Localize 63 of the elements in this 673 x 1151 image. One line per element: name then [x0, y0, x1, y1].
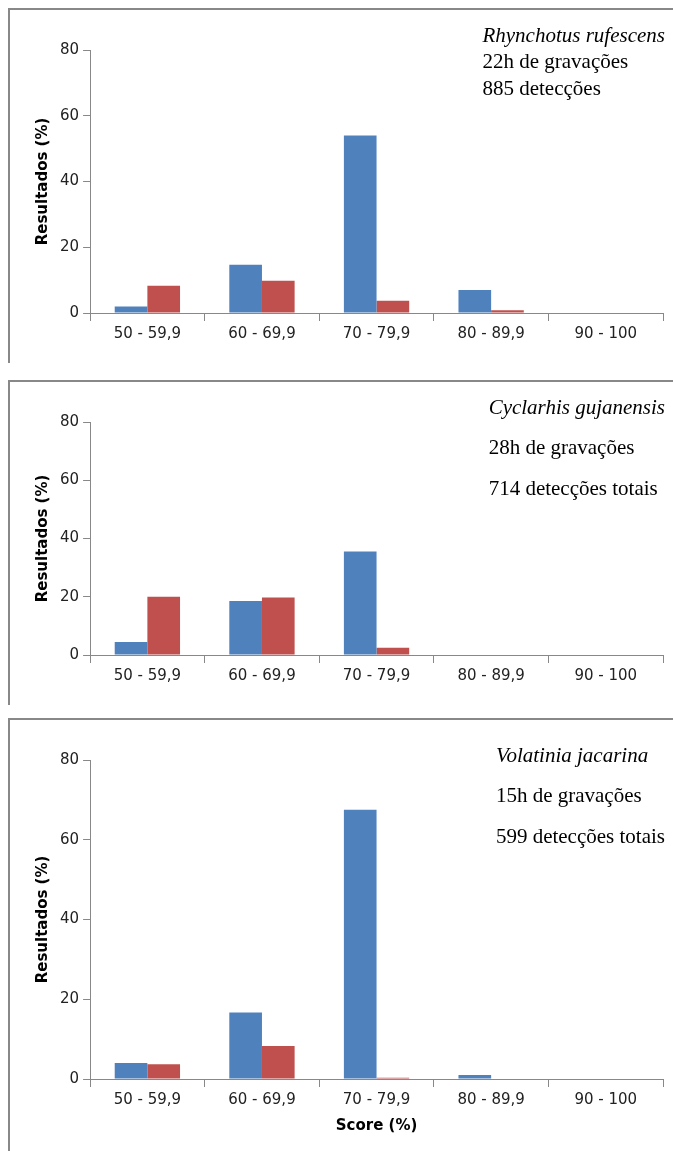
x-tick-label: 70 - 79,9 [342, 1089, 411, 1108]
y-tick-label: 40 [59, 528, 80, 547]
annotation: 885 detecções [482, 74, 602, 101]
bar [229, 601, 262, 655]
bar [114, 306, 148, 313]
x-tick-label: 50 - 59,9 [113, 1089, 182, 1108]
bar [376, 647, 410, 655]
text: Cyclarhis gujanensis [488, 394, 665, 421]
x-tick-label: 90 - 100 [574, 323, 638, 342]
x-tick-label: 70 - 79,9 [342, 323, 411, 342]
bar [114, 641, 148, 655]
annotation: 15h de gravações [495, 782, 643, 809]
x-tick-label: 80 - 89,9 [457, 323, 525, 342]
bar [458, 289, 492, 313]
annotation: 714 detecções totais [488, 474, 659, 501]
y-tick-label: 20 [59, 237, 80, 256]
x-tick-label: 50 - 59,9 [113, 323, 182, 342]
bar [229, 1012, 262, 1079]
x-tick-label: 90 - 100 [574, 1089, 638, 1108]
bar [343, 809, 377, 1079]
bar [343, 551, 377, 655]
x-tick-label: 80 - 89,9 [457, 665, 525, 684]
bar [147, 1064, 181, 1079]
x-tick-label: 60 - 69,9 [228, 665, 296, 684]
annotation: 28h de gravações [488, 434, 636, 461]
y-axis-title: Resultados (%) [32, 117, 51, 246]
annotation: 599 detecções totais [495, 822, 665, 849]
bar [343, 135, 377, 313]
bar [147, 596, 181, 655]
x-tick-label: 60 - 69,9 [228, 323, 296, 342]
x-tick-label: 60 - 69,9 [228, 1089, 296, 1108]
y-tick-label: 0 [69, 1068, 80, 1087]
y-tick-label: 60 [59, 829, 80, 848]
y-tick-label: 80 [59, 749, 80, 768]
bar [261, 597, 295, 655]
bar [229, 264, 262, 313]
x-axis-title: Score (%) [335, 1115, 418, 1134]
x-tick-label: 80 - 89,9 [457, 1089, 525, 1108]
y-tick-label: 0 [69, 302, 80, 321]
text: Rhynchotus rufescens [482, 22, 665, 49]
annotation: Volatinia jacarina [495, 742, 650, 769]
y-axis-title: Resultados (%) [32, 855, 51, 984]
bar [458, 1075, 492, 1079]
bar [261, 1045, 295, 1079]
y-axis-title: Resultados (%) [32, 474, 51, 603]
x-tick-label: 70 - 79,9 [342, 665, 411, 684]
y-tick-label: 20 [59, 586, 80, 605]
annotation: 22h de gravações [482, 48, 630, 75]
y-tick-label: 60 [59, 470, 80, 489]
y-tick-label: 80 [59, 39, 80, 58]
bar [114, 1063, 148, 1079]
y-tick-label: 0 [69, 644, 80, 663]
y-tick-label: 40 [59, 171, 80, 190]
y-tick-label: 60 [59, 105, 80, 124]
x-tick-label: 50 - 59,9 [113, 665, 182, 684]
bar [261, 280, 295, 313]
bar [147, 285, 181, 313]
x-tick-label: 90 - 100 [574, 665, 638, 684]
y-tick-label: 80 [59, 411, 80, 430]
bar [491, 310, 524, 313]
y-tick-label: 40 [59, 909, 80, 928]
y-tick-label: 20 [59, 989, 80, 1008]
bar [376, 300, 410, 313]
